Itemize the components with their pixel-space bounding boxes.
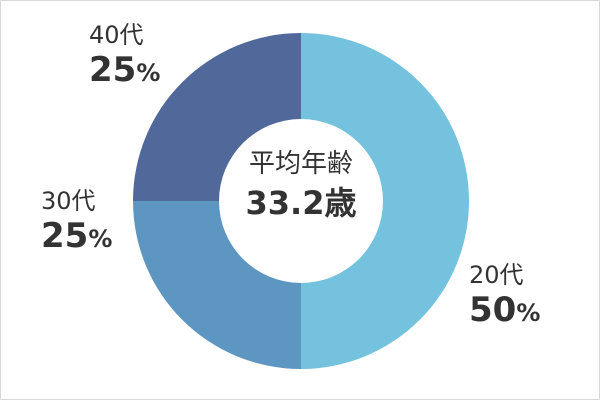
label-40s-percent: 25% [89,53,160,87]
slice-20s [301,33,469,369]
label-20s-percent: 50% [469,293,540,327]
slice-40s [133,33,301,201]
center-value-unit: 歳 [324,184,357,222]
label-20s-name: 20代 [469,261,524,289]
label-40s-unit: % [136,59,161,87]
center-title: 平均年齢 [248,149,353,179]
label-20s-unit: % [516,299,541,327]
center-value: 33.2歳 [201,187,401,219]
label-30s-value: 25 [41,216,89,256]
label-20s: 20代 50% [469,263,540,327]
label-30s-name: 30代 [41,187,96,215]
label-20s-value: 50 [469,290,517,330]
center-label: 平均年齢 33.2歳 [201,151,401,219]
label-40s-name: 40代 [89,21,144,49]
label-30s-unit: % [88,225,113,253]
label-40s-value: 25 [89,50,137,90]
slice-30s [133,201,301,369]
label-40s: 40代 25% [89,23,160,87]
label-30s-percent: 25% [41,219,112,253]
label-30s: 30代 25% [41,189,112,253]
center-value-number: 33.2 [245,184,325,222]
